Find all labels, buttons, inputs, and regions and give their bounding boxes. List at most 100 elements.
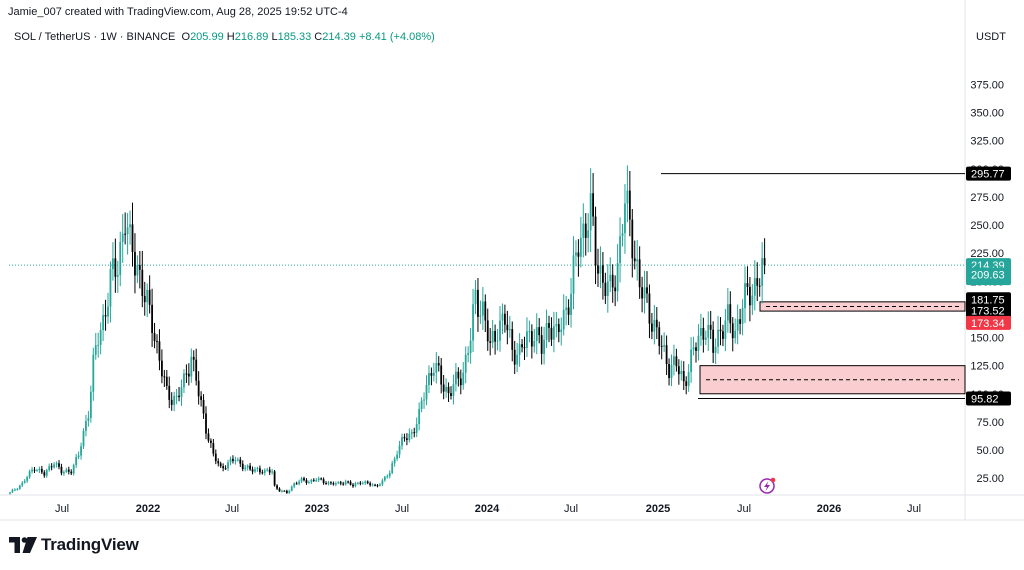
- candle-body[interactable]: [445, 386, 447, 392]
- candle-body[interactable]: [80, 446, 82, 456]
- candle-body[interactable]: [543, 339, 545, 354]
- candle-body[interactable]: [55, 463, 58, 465]
- candle-body[interactable]: [89, 391, 92, 418]
- candle-body[interactable]: [366, 481, 369, 484]
- candle-body[interactable]: [508, 329, 511, 331]
- candle-body[interactable]: [320, 478, 323, 480]
- candle-body[interactable]: [486, 320, 489, 342]
- candle-body[interactable]: [114, 258, 117, 277]
- candle-body[interactable]: [589, 193, 592, 231]
- candle-body[interactable]: [285, 490, 288, 493]
- candle-body[interactable]: [70, 471, 73, 474]
- candle-body[interactable]: [528, 331, 531, 333]
- candle-body[interactable]: [582, 223, 585, 238]
- candle-body[interactable]: [383, 476, 386, 481]
- candle-body[interactable]: [562, 309, 565, 330]
- candle-body[interactable]: [491, 330, 494, 343]
- price-tag-5[interactable]: [966, 315, 1011, 330]
- candle-body[interactable]: [232, 458, 234, 462]
- candle-body[interactable]: [77, 455, 80, 458]
- candle-body[interactable]: [271, 471, 274, 473]
- price-tag-6[interactable]: [966, 391, 1011, 406]
- candle-body[interactable]: [308, 482, 310, 484]
- candle-body[interactable]: [129, 224, 131, 228]
- candle-body[interactable]: [381, 480, 384, 485]
- candle-body[interactable]: [719, 329, 722, 332]
- candle-body[interactable]: [763, 258, 766, 266]
- candle-body[interactable]: [469, 340, 472, 354]
- candle-body[interactable]: [322, 479, 325, 483]
- candle-body[interactable]: [467, 353, 470, 355]
- candle-body[interactable]: [369, 483, 372, 486]
- candle-body[interactable]: [256, 468, 259, 470]
- candle-body[interactable]: [477, 289, 479, 317]
- candle-body[interactable]: [239, 459, 242, 464]
- candle-body[interactable]: [758, 285, 761, 287]
- candle-body[interactable]: [298, 481, 300, 484]
- candle-body[interactable]: [717, 329, 719, 347]
- candle-body[interactable]: [170, 399, 173, 405]
- candle-body[interactable]: [538, 327, 541, 336]
- candle-body[interactable]: [744, 283, 746, 309]
- candle-body[interactable]: [440, 365, 443, 385]
- candle-body[interactable]: [72, 465, 75, 474]
- candle-body[interactable]: [548, 323, 550, 328]
- candle-body[interactable]: [616, 263, 619, 292]
- candle-body[interactable]: [560, 329, 563, 333]
- candle-body[interactable]: [660, 345, 663, 347]
- candle-body[interactable]: [594, 216, 597, 266]
- price-tag-2[interactable]: [966, 267, 1011, 282]
- candle-body[interactable]: [36, 470, 38, 472]
- candle-body[interactable]: [195, 359, 198, 381]
- supply-zone-1[interactable]: [759, 301, 966, 312]
- candle-body[interactable]: [134, 251, 136, 276]
- candle-body[interactable]: [386, 476, 389, 478]
- candle-body[interactable]: [702, 327, 705, 340]
- footer-logo[interactable]: TradingView: [9, 535, 139, 555]
- candle-body[interactable]: [364, 481, 367, 484]
- candle-body[interactable]: [697, 335, 700, 351]
- candle-body[interactable]: [310, 479, 313, 483]
- candle-body[interactable]: [158, 341, 161, 361]
- candle-body[interactable]: [352, 484, 354, 487]
- candle-body[interactable]: [339, 482, 342, 484]
- candle-body[interactable]: [325, 482, 327, 484]
- candle-body[interactable]: [219, 463, 222, 467]
- candle-body[interactable]: [535, 327, 538, 342]
- candle-body[interactable]: [236, 459, 239, 461]
- candle-body[interactable]: [516, 354, 519, 365]
- candle-body[interactable]: [31, 469, 33, 472]
- candle-body[interactable]: [290, 486, 293, 491]
- candle-body[interactable]: [687, 372, 690, 386]
- candle-body[interactable]: [141, 269, 144, 296]
- candle-body[interactable]: [631, 219, 634, 259]
- candle-body[interactable]: [354, 483, 357, 487]
- candle-body[interactable]: [151, 304, 153, 334]
- candle-body[interactable]: [751, 295, 754, 306]
- symbol-label[interactable]: SOL / TetherUS · 1W · BINANCE: [14, 31, 176, 43]
- candle-body[interactable]: [246, 465, 249, 468]
- candle-body[interactable]: [646, 287, 648, 294]
- candle-body[interactable]: [104, 314, 107, 317]
- candle-body[interactable]: [376, 485, 379, 487]
- candle-body[interactable]: [266, 469, 269, 471]
- candle-body[interactable]: [619, 236, 621, 264]
- candle-body[interactable]: [288, 490, 291, 493]
- candle-body[interactable]: [410, 432, 413, 434]
- candle-body[interactable]: [653, 319, 656, 332]
- candle-body[interactable]: [496, 340, 499, 342]
- candle-body[interactable]: [685, 381, 688, 386]
- candle-body[interactable]: [305, 480, 308, 484]
- candle-body[interactable]: [447, 386, 450, 394]
- candle-body[interactable]: [190, 356, 193, 377]
- candle-body[interactable]: [9, 492, 11, 494]
- candle-body[interactable]: [682, 371, 685, 382]
- candle-body[interactable]: [131, 224, 134, 252]
- candle-body[interactable]: [555, 324, 558, 327]
- candle-body[interactable]: [251, 469, 254, 472]
- candle-body[interactable]: [709, 324, 712, 330]
- candle-body[interactable]: [119, 241, 122, 275]
- candle-body[interactable]: [283, 490, 286, 492]
- candle-body[interactable]: [472, 304, 474, 341]
- candle-body[interactable]: [651, 323, 653, 332]
